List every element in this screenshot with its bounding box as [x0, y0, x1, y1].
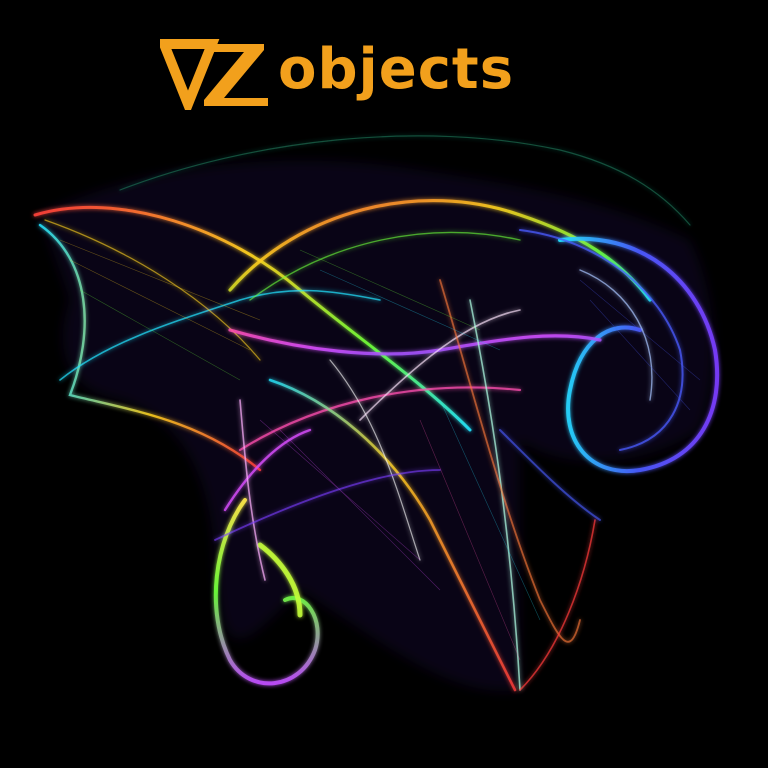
brand-logo: objects: [160, 38, 514, 110]
brand-wordmark: objects: [278, 37, 515, 102]
vz-monogram-icon: [160, 39, 268, 110]
